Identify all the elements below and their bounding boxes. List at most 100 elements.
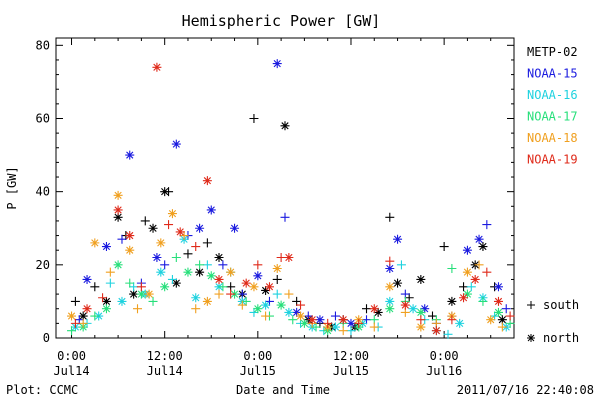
legend-entry-noaa-17: NOAA-17 xyxy=(527,110,578,124)
north-point xyxy=(431,326,441,336)
north-point xyxy=(261,285,271,295)
north-point xyxy=(272,59,282,69)
north-point xyxy=(261,300,271,310)
north-point xyxy=(101,296,111,306)
legend-entry-noaa-15: NOAA-15 xyxy=(527,67,578,81)
x-tick-label-date: Jul14 xyxy=(147,364,183,378)
north-point xyxy=(299,318,309,328)
north-point xyxy=(346,318,356,328)
south-point xyxy=(447,315,457,325)
south-point xyxy=(241,296,251,306)
series-noaa-16 xyxy=(70,234,511,339)
north-point xyxy=(284,253,294,263)
north-point xyxy=(307,315,317,325)
south-point xyxy=(338,326,348,336)
north-point xyxy=(195,267,205,277)
north-point xyxy=(408,304,418,314)
south-point xyxy=(237,300,247,310)
north-point xyxy=(276,300,286,310)
north-point xyxy=(253,304,263,314)
north-point xyxy=(416,322,426,332)
north-point xyxy=(493,307,503,317)
south-point xyxy=(292,296,302,306)
south-point xyxy=(249,113,259,123)
north-point xyxy=(486,315,496,325)
south-point xyxy=(140,216,150,226)
x-tick-label-date: Jul16 xyxy=(426,364,462,378)
y-tick-label: 0 xyxy=(43,331,50,345)
north-point xyxy=(175,227,185,237)
south-point xyxy=(105,267,115,277)
x-tick-label-date: Jul15 xyxy=(240,364,276,378)
series-legend: METP-02 NOAA-15 NOAA-16 NOAA-17 NOAA-18 NOAA-… xyxy=(527,45,578,167)
south-point xyxy=(323,318,333,328)
south-point xyxy=(385,256,395,266)
south-point xyxy=(439,242,449,252)
south-point xyxy=(443,329,453,339)
legend-entry-noaa-19: NOAA-19 xyxy=(527,153,578,167)
series-noaa-18 xyxy=(67,190,507,336)
north-point xyxy=(315,315,325,325)
north-point xyxy=(214,253,224,263)
south-point xyxy=(164,187,174,197)
y-axis-ticks: 0 20 40 60 80 xyxy=(36,38,514,345)
north-point xyxy=(447,296,457,306)
north-point xyxy=(202,176,212,186)
north-point xyxy=(90,238,100,248)
south-point xyxy=(70,296,80,306)
south-point xyxy=(284,289,294,299)
legend-entry-metp-02: METP-02 xyxy=(527,45,578,59)
south-point xyxy=(253,260,263,270)
north-point xyxy=(160,282,170,292)
chart-title: Hemispheric Power [GW] xyxy=(182,12,381,30)
south-point xyxy=(90,282,100,292)
south-point xyxy=(404,293,414,303)
data-marks xyxy=(67,59,515,339)
north-point xyxy=(385,282,395,292)
x-axis-label: Date and Time xyxy=(236,383,330,397)
north-point xyxy=(459,293,469,303)
north-point xyxy=(152,62,162,72)
north-point xyxy=(493,282,503,292)
north-point xyxy=(393,234,403,244)
x-tick-label-time: 0:00 xyxy=(243,349,272,363)
north-point xyxy=(82,274,92,284)
south-point xyxy=(171,253,181,263)
north-point xyxy=(462,267,472,277)
south-point xyxy=(385,212,395,222)
north-point xyxy=(369,304,379,314)
north-point xyxy=(497,315,507,325)
south-point xyxy=(261,311,271,321)
north-point xyxy=(373,307,383,317)
south-point xyxy=(501,304,511,314)
south-point xyxy=(264,296,274,306)
south-point xyxy=(416,315,426,325)
south-point xyxy=(129,282,139,292)
south-point xyxy=(98,293,108,303)
south-point xyxy=(362,304,372,314)
symbol-north xyxy=(527,334,535,342)
north-point xyxy=(152,253,162,263)
y-tick-label: 80 xyxy=(36,38,50,52)
north-point xyxy=(113,212,123,222)
south-point xyxy=(346,326,356,336)
south-point xyxy=(179,231,189,241)
symbol-legend-label: north xyxy=(543,331,579,345)
south-point xyxy=(195,260,205,270)
south-point xyxy=(296,300,306,310)
south-point xyxy=(362,315,372,325)
north-point xyxy=(129,289,139,299)
north-point xyxy=(462,289,472,299)
north-point xyxy=(202,296,212,306)
series-noaa-15 xyxy=(74,59,511,328)
north-point xyxy=(67,311,77,321)
north-point xyxy=(78,311,88,321)
symbol-south xyxy=(527,301,535,309)
north-point xyxy=(156,238,166,248)
south-point xyxy=(272,274,282,284)
y-tick-label: 60 xyxy=(36,111,50,125)
north-point xyxy=(148,223,158,233)
plot-area-frame xyxy=(55,37,515,339)
south-point xyxy=(482,220,492,230)
